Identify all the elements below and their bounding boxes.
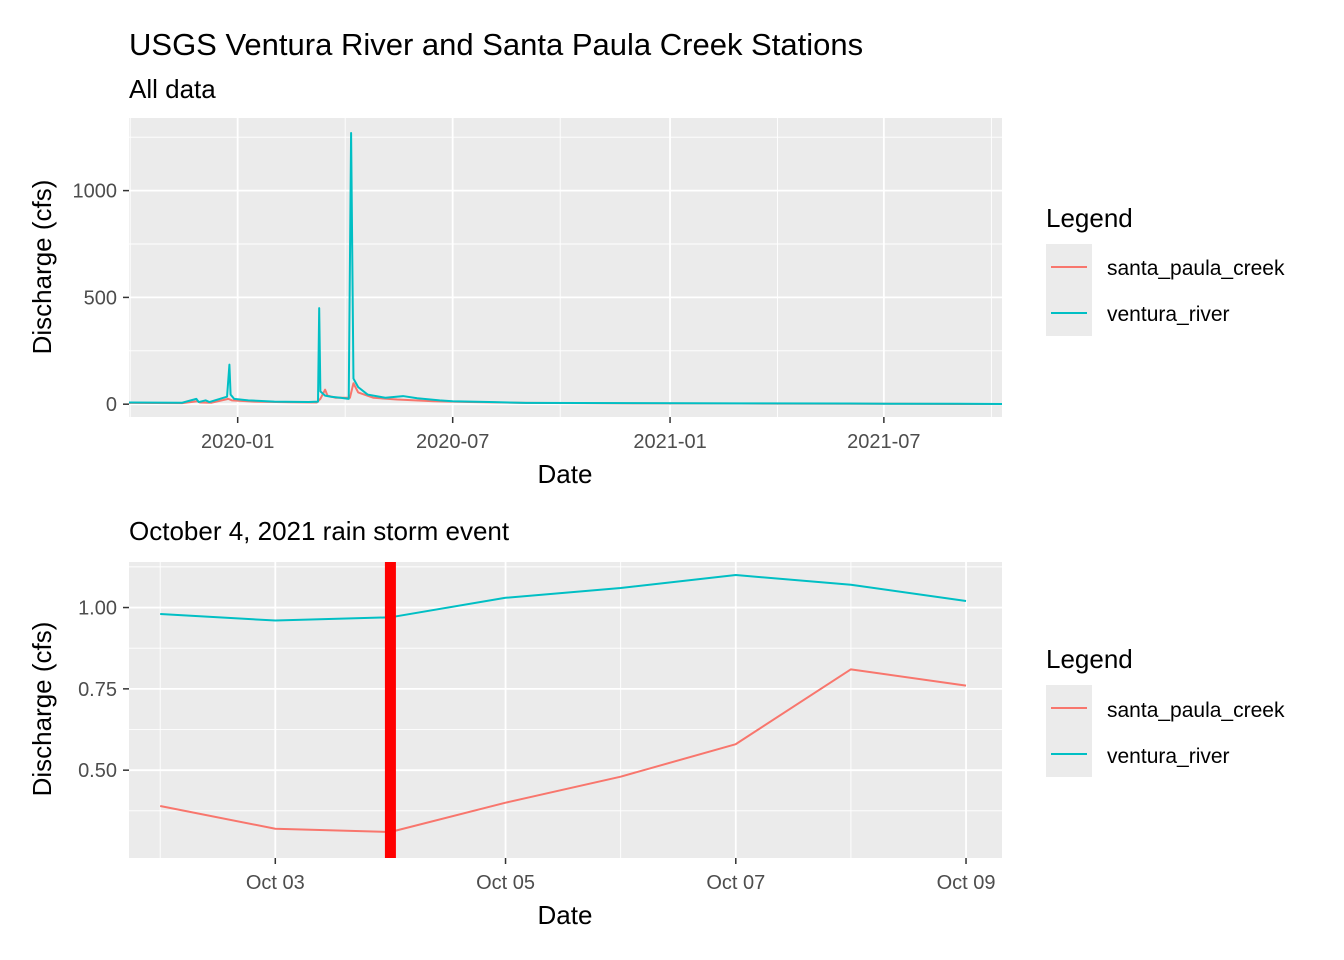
y-tick-label: 1.00	[78, 598, 117, 620]
y-tick-label: 0	[106, 394, 117, 416]
legend-label-ventura-river: ventura_river	[1107, 303, 1230, 326]
y-tick-label: 0.50	[78, 760, 117, 782]
x-tick-label: 2020-01	[201, 431, 274, 453]
x-tick-label: Oct 09	[937, 872, 996, 894]
series-line-ventura-river	[160, 574, 967, 622]
panel-storm-event: October 4, 2021 rain storm event Oct 03 O…	[27, 516, 1285, 930]
legend-label-ventura-river: ventura_river	[1107, 745, 1230, 768]
x-tick-label: 2021-07	[847, 431, 920, 453]
x-tick-label: Oct 05	[476, 872, 535, 894]
plot-area	[129, 562, 1002, 858]
legend-label-santa-paula-creek: santa_paula_creek	[1107, 699, 1285, 722]
panel-subtitle: October 4, 2021 rain storm event	[129, 516, 510, 546]
series-line-santa-paula-creek	[159, 668, 967, 833]
x-tick-label: Oct 03	[246, 872, 305, 894]
x-tick-label: 2021-01	[633, 431, 706, 453]
y-tick-label: 1000	[73, 181, 118, 203]
legend-label-santa-paula-creek: santa_paula_creek	[1107, 257, 1285, 280]
x-tick-label: Oct 07	[706, 872, 765, 894]
legend: Legend santa_paula_creek ventura_river	[1046, 644, 1285, 777]
x-tick-label: 2020-07	[416, 431, 489, 453]
panel-all-data: All data 2020-01 2020-07 2021-01 2021-07 0 5…	[27, 74, 1285, 489]
y-axis-label: Discharge (cfs)	[27, 180, 57, 355]
x-axis-label: Date	[538, 459, 593, 489]
series-line-ventura-river	[128, 131, 1003, 405]
y-axis-label: Discharge (cfs)	[27, 622, 57, 797]
panel-subtitle: All data	[129, 74, 216, 104]
legend-title: Legend	[1046, 203, 1133, 233]
legend: Legend santa_paula_creek ventura_river	[1046, 203, 1285, 336]
y-tick-label: 500	[84, 287, 117, 309]
plot-area	[129, 118, 1002, 417]
legend-title: Legend	[1046, 644, 1133, 674]
chart-title: USGS Ventura River and Santa Paula Creek…	[129, 27, 863, 62]
x-axis-label: Date	[538, 900, 593, 930]
y-tick-label: 0.75	[78, 679, 117, 701]
